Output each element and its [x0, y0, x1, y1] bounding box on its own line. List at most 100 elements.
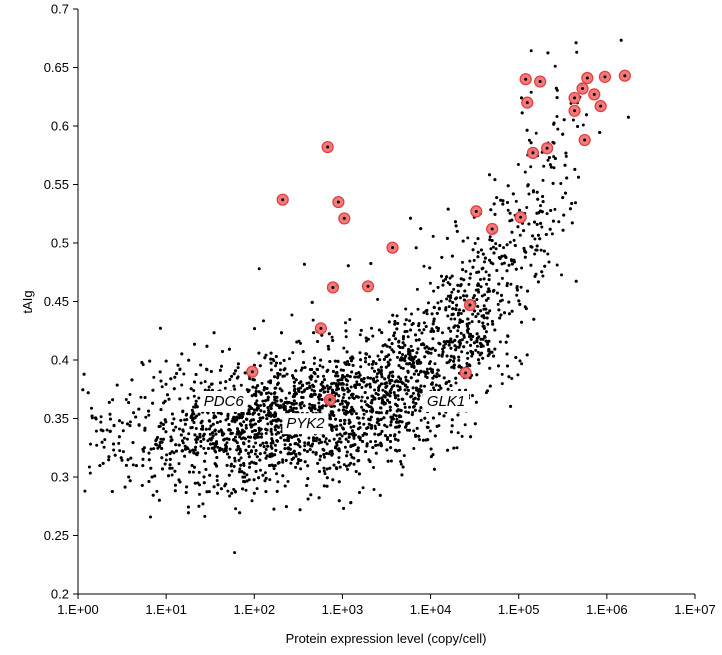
data-point [403, 343, 407, 347]
data-point [556, 127, 560, 131]
data-point [416, 379, 420, 383]
data-point [185, 485, 189, 489]
data-point [214, 432, 218, 436]
data-point [274, 413, 277, 417]
data-point [251, 423, 255, 427]
data-point [312, 331, 316, 335]
data-point [359, 358, 363, 362]
data-point [506, 334, 510, 338]
data-point [202, 437, 206, 441]
data-point [369, 440, 373, 444]
data-point [346, 387, 349, 391]
data-point [486, 343, 490, 346]
data-point [519, 285, 523, 289]
data-point [401, 341, 405, 345]
data-point [266, 422, 270, 426]
data-point [576, 125, 580, 128]
data-point [273, 401, 277, 405]
data-point [295, 434, 299, 438]
data-point [477, 270, 481, 274]
data-point [242, 436, 245, 440]
data-point [340, 399, 344, 403]
data-point [474, 288, 478, 292]
data-point [451, 307, 455, 311]
data-point [410, 312, 413, 316]
data-point [390, 348, 394, 352]
data-point [197, 470, 201, 474]
data-point [323, 378, 326, 382]
data-point [481, 337, 485, 341]
data-point [194, 427, 198, 430]
data-point [238, 511, 242, 515]
data-point [525, 206, 529, 209]
data-point [159, 437, 163, 441]
data-point [466, 317, 470, 321]
data-point [385, 384, 389, 388]
data-point [279, 399, 283, 403]
data-point [561, 228, 565, 232]
data-point [319, 358, 323, 362]
data-point [110, 490, 114, 493]
data-point [422, 311, 426, 315]
data-point [217, 430, 221, 433]
data-point [411, 359, 415, 363]
data-point [364, 356, 368, 360]
data-point [328, 466, 332, 470]
data-point [398, 415, 401, 419]
highlighted-point-center [464, 371, 468, 375]
data-point [312, 439, 316, 443]
data-point [399, 462, 403, 466]
data-point [335, 441, 338, 445]
data-point [506, 208, 510, 212]
data-point [98, 464, 102, 468]
data-point [417, 328, 421, 332]
data-point [330, 449, 334, 453]
data-point [379, 406, 383, 410]
data-point [546, 252, 550, 256]
data-point [305, 387, 309, 390]
data-point [294, 391, 298, 395]
data-point [337, 382, 341, 386]
data-point [268, 452, 272, 456]
data-point [188, 470, 191, 474]
data-point [520, 362, 524, 366]
data-point [293, 442, 297, 446]
data-point [228, 494, 232, 498]
data-point [346, 467, 349, 471]
data-point [514, 267, 518, 271]
data-point [568, 207, 572, 211]
data-point [415, 351, 419, 355]
data-point [303, 444, 307, 448]
data-point [244, 448, 248, 452]
data-point [422, 328, 426, 332]
data-point [445, 236, 449, 240]
data-point [185, 437, 189, 441]
data-point [281, 474, 285, 478]
data-point [208, 432, 212, 436]
data-point [279, 419, 283, 423]
data-point [353, 375, 357, 379]
data-point [411, 386, 415, 390]
data-point [340, 402, 344, 406]
data-point [415, 426, 419, 430]
data-point [421, 438, 425, 442]
data-point [148, 359, 152, 363]
data-point [237, 458, 241, 462]
data-point [410, 394, 414, 398]
data-point [194, 452, 198, 456]
data-point [299, 341, 302, 345]
data-point [358, 421, 361, 425]
data-point [342, 427, 345, 431]
data-point [350, 429, 354, 433]
data-point [467, 321, 471, 325]
data-point [476, 304, 480, 308]
data-point [335, 371, 339, 375]
data-point [143, 426, 147, 430]
data-point [302, 361, 306, 365]
data-point [581, 123, 585, 127]
data-point [387, 320, 391, 324]
data-point [398, 351, 402, 355]
data-point [456, 431, 460, 435]
x-tick-label: 1.E+03 [322, 602, 364, 617]
data-point [269, 392, 273, 396]
